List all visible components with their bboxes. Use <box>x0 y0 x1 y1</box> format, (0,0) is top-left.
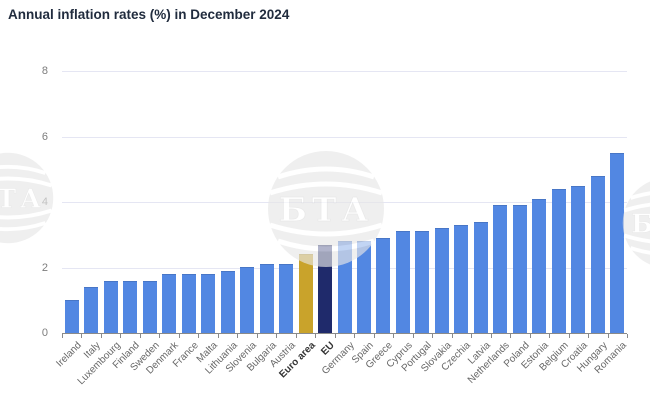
bar-slovenia <box>240 267 255 333</box>
bar-greece <box>376 238 391 333</box>
x-axis-tick <box>568 334 570 338</box>
x-axis-tick <box>432 334 434 338</box>
bar-hungary <box>590 176 605 333</box>
x-axis-tick <box>120 334 122 338</box>
x-axis-tick <box>412 334 414 338</box>
x-axis-tick <box>471 334 473 338</box>
bar-euro-area <box>298 254 313 333</box>
bar-eu <box>318 245 333 333</box>
bar-netherlands <box>493 205 508 333</box>
bar-denmark <box>162 274 177 333</box>
bar-austria <box>279 264 294 333</box>
bar-czechia <box>454 225 469 333</box>
x-axis-tick <box>607 334 609 338</box>
bar-ireland <box>64 300 79 333</box>
chart-title: Annual inflation rates (%) in December 2… <box>8 7 290 22</box>
bar-luxembourg <box>103 281 118 333</box>
x-axis-tick <box>295 334 297 338</box>
bar-malta <box>201 274 216 333</box>
bar-romania <box>610 153 625 333</box>
x-axis-tick <box>490 334 492 338</box>
bar-croatia <box>571 186 586 333</box>
x-axis-tick <box>139 334 141 338</box>
bar-germany <box>337 241 352 333</box>
x-axis-tick <box>588 334 590 338</box>
bar-sweden <box>142 281 157 333</box>
y-axis-tick-label-6: 6 <box>41 130 48 143</box>
bar-latvia <box>473 222 488 333</box>
bar-bulgaria <box>259 264 274 333</box>
x-axis-tick <box>451 334 453 338</box>
bar-slovakia <box>434 228 449 333</box>
x-axis-tick <box>354 334 356 338</box>
bar-belgium <box>551 189 566 333</box>
x-axis-tick <box>529 334 531 338</box>
y-axis-tick-label-0: 0 <box>41 327 48 339</box>
bta-watermark-text: БТА <box>631 209 650 239</box>
bar-portugal <box>415 231 430 333</box>
x-axis-tick <box>256 334 258 338</box>
x-axis-tick <box>81 334 83 338</box>
bar-finland <box>123 281 138 333</box>
x-axis-tick <box>549 334 551 338</box>
x-axis-tick <box>100 334 102 338</box>
x-axis-tick <box>373 334 375 338</box>
gridline-8 <box>62 71 627 72</box>
x-axis-tick <box>159 334 161 338</box>
gridline-6 <box>62 136 627 138</box>
x-axis-tick <box>62 334 63 338</box>
y-axis-tick-label-2: 2 <box>41 261 48 274</box>
bar-france <box>181 274 196 333</box>
bar-italy <box>84 287 99 333</box>
x-axis-tick <box>276 334 278 338</box>
y-axis-tick-label-8: 8 <box>41 65 48 77</box>
x-axis-tick <box>198 334 200 338</box>
bar-lithuania <box>220 271 235 333</box>
y-axis-tick-label-4: 4 <box>41 196 48 208</box>
x-axis-tick <box>393 334 395 338</box>
x-axis-tick <box>237 334 239 338</box>
bar-estonia <box>532 199 547 333</box>
bar-spain <box>356 241 371 333</box>
x-axis-tick <box>510 334 512 338</box>
bar-cyprus <box>395 231 410 333</box>
x-axis-label-ireland: Ireland <box>54 340 84 370</box>
x-axis-tick <box>178 334 180 338</box>
plot-area <box>62 71 627 334</box>
x-axis-tick <box>627 334 628 338</box>
x-axis-tick <box>334 334 336 338</box>
x-axis-tick <box>217 334 219 338</box>
x-axis-tick <box>315 334 317 338</box>
bar-poland <box>512 205 527 333</box>
